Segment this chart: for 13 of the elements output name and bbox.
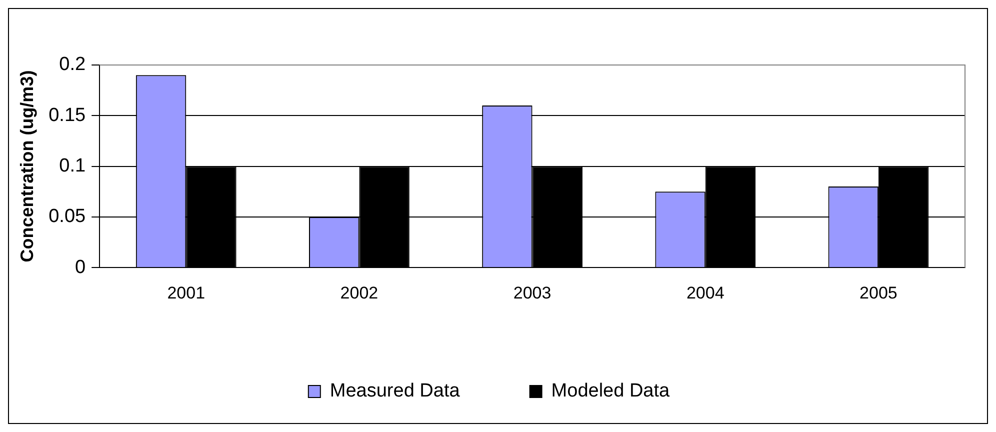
legend-label: Modeled Data: [551, 380, 670, 402]
y-tick-label: 0: [75, 256, 86, 278]
x-tick-label: 2001: [167, 283, 206, 302]
y-tick-label: 0.15: [48, 104, 86, 126]
legend-label: Measured Data: [330, 380, 460, 402]
y-tick-label: 0.2: [59, 54, 86, 76]
y-tick-label: 0.05: [48, 206, 86, 228]
x-tick-label: 2003: [513, 283, 552, 302]
x-tick-label: 2002: [340, 283, 378, 302]
x-tick-label: 2004: [686, 283, 724, 302]
x-tick-label: 2005: [860, 283, 898, 302]
y-tick-label: 0.1: [59, 156, 86, 177]
y-axis-title: Concentration (ug/m3): [16, 70, 37, 262]
